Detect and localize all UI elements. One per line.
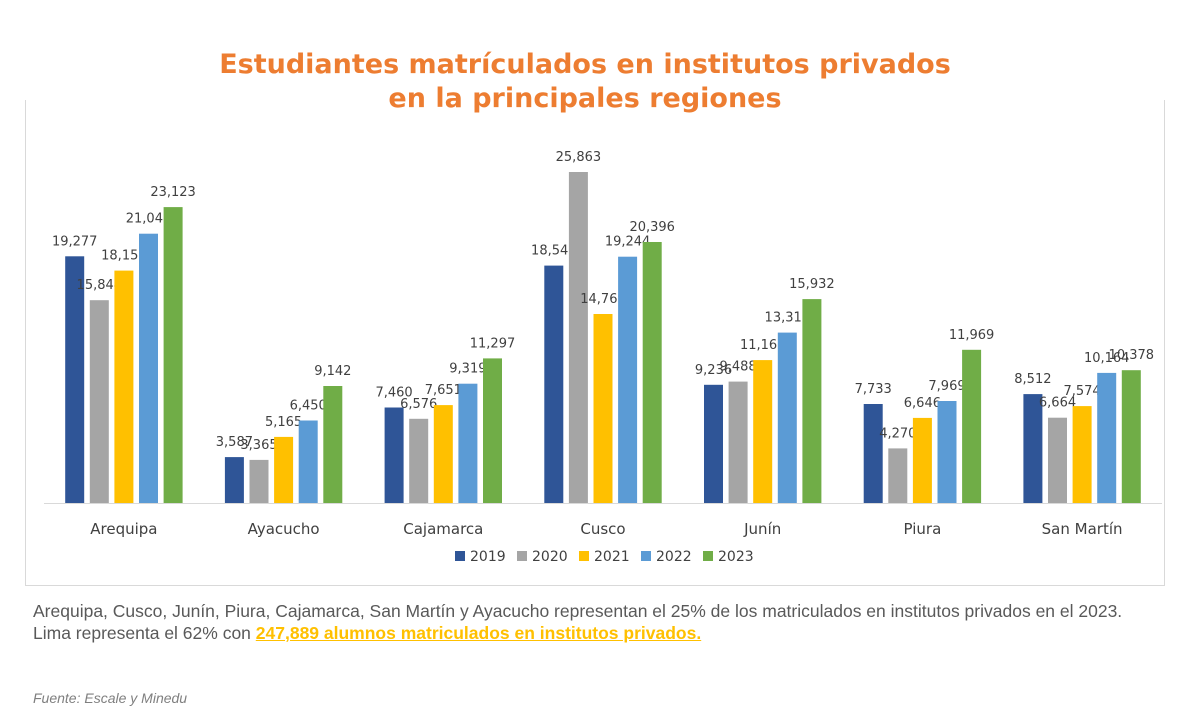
bar-2021 (1072, 406, 1092, 503)
data-label: 3,365 (240, 438, 277, 453)
chart-frame (25, 100, 1165, 586)
bar-2023 (163, 207, 183, 503)
category-label: Ayacucho (248, 520, 320, 538)
category-label: Cusco (580, 520, 625, 538)
data-label: 6,646 (904, 396, 941, 411)
bar-2023 (1121, 370, 1141, 503)
bar-2021 (433, 405, 453, 503)
note-lima-share: Lima representa el 62% con 247,889 alumn… (33, 622, 1183, 644)
data-label: 23,123 (150, 185, 196, 200)
category-label: Cajamarca (403, 520, 483, 538)
bar-2019 (544, 265, 564, 503)
data-label: 9,319 (449, 362, 486, 377)
data-label: 9,236 (695, 363, 732, 378)
data-label: 9,142 (314, 364, 351, 379)
bar-2022 (458, 383, 478, 503)
bar-2022 (777, 332, 797, 503)
source-note: Fuente: Escale y Minedu (33, 690, 188, 706)
legend-swatch-2022 (641, 551, 651, 561)
data-label: 7,733 (855, 382, 892, 397)
data-label: 6,450 (290, 399, 327, 414)
note-lima-highlight: 247,889 alumnos matriculados en institut… (255, 623, 702, 643)
data-label: 4,270 (879, 426, 916, 441)
bar-2023 (642, 242, 662, 503)
data-label: 20,396 (629, 220, 675, 235)
note-regions-share: Arequipa, Cusco, Junín, Piura, Cajamarca… (33, 601, 1123, 621)
chart-notes: Arequipa, Cusco, Junín, Piura, Cajamarca… (33, 600, 1183, 644)
category-label: San Martín (1042, 520, 1123, 538)
data-label: 11,969 (949, 328, 995, 343)
bar-2020 (568, 172, 588, 503)
bar-2019 (1023, 394, 1043, 503)
note-lima-prefix: Lima representa el 62% con (33, 623, 251, 643)
data-label: 11,297 (470, 336, 516, 351)
bar-2023 (962, 349, 982, 503)
data-label: 9,488 (719, 360, 756, 375)
bar-2022 (298, 420, 318, 503)
bar-2022 (618, 256, 638, 503)
legend-label-2022: 2022 (656, 549, 692, 565)
legend-label-2021: 2021 (594, 549, 630, 565)
bar-2019 (863, 404, 883, 503)
data-label: 15,844 (77, 278, 123, 293)
legend-swatch-2021 (579, 551, 589, 561)
bar-2023 (802, 299, 822, 503)
legend-swatch-2023 (703, 551, 713, 561)
chart-title-line-2: en la principales regiones (388, 83, 782, 114)
bar-2019 (704, 384, 723, 503)
bar-2020 (1048, 417, 1067, 503)
bar-2023 (483, 358, 502, 503)
data-label: 14,769 (580, 292, 626, 307)
data-label: 3,587 (216, 435, 253, 450)
data-label: 6,664 (1039, 396, 1076, 411)
legend-label-2019: 2019 (470, 549, 506, 565)
bar-2021 (593, 314, 613, 503)
data-label: 25,863 (556, 150, 602, 165)
category-label: Arequipa (90, 520, 157, 538)
bar-2021 (114, 270, 134, 503)
bar-2019 (65, 256, 85, 503)
category-label: Junín (743, 520, 781, 538)
bar-chart: 19,277 15,844 18,156 21,042 23,123 Arequipa 3,… (44, 150, 1162, 565)
chart-title-line-1: Estudiantes matrículados en institutos p… (219, 49, 951, 80)
bar-2022 (139, 233, 158, 503)
legend-label-2023: 2023 (718, 549, 754, 565)
bar-2020 (409, 418, 429, 503)
data-label: 7,969 (928, 379, 965, 394)
bar-2021 (753, 360, 773, 503)
data-label: 18,547 (531, 244, 577, 259)
bar-2020 (888, 448, 908, 503)
data-label: 21,042 (126, 212, 172, 227)
data-label: 8,512 (1014, 372, 1051, 387)
bar-2020 (249, 459, 269, 503)
chart-title: Estudiantes matrículados en institutos p… (0, 48, 1170, 116)
legend-label-2020: 2020 (532, 549, 568, 565)
data-label: 11,162 (740, 338, 786, 353)
data-label: 18,156 (101, 249, 147, 264)
data-label: 15,932 (789, 277, 835, 292)
data-label: 13,313 (765, 311, 811, 326)
bar-2019 (384, 407, 404, 503)
data-label: 19,277 (52, 234, 98, 249)
bar-2020 (89, 300, 109, 503)
data-label: 7,460 (375, 386, 412, 401)
bar-2021 (274, 436, 294, 503)
legend-swatch-2020 (517, 551, 527, 561)
category-label: Piura (904, 520, 942, 538)
bar-2022 (1097, 372, 1117, 503)
bar-2021 (912, 417, 932, 503)
bar-2020 (728, 381, 748, 503)
bar-2023 (323, 386, 343, 503)
data-label: 10,164 (1084, 351, 1130, 366)
data-label: 7,574 (1063, 384, 1100, 399)
data-label: 7,651 (425, 383, 462, 398)
data-label: 19,244 (605, 235, 651, 250)
bar-2019 (224, 457, 244, 503)
legend-swatch-2019 (455, 551, 465, 561)
bar-2022 (937, 401, 957, 503)
data-label: 10,378 (1109, 348, 1155, 363)
data-label: 6,576 (400, 397, 437, 412)
data-label: 5,165 (265, 415, 302, 430)
